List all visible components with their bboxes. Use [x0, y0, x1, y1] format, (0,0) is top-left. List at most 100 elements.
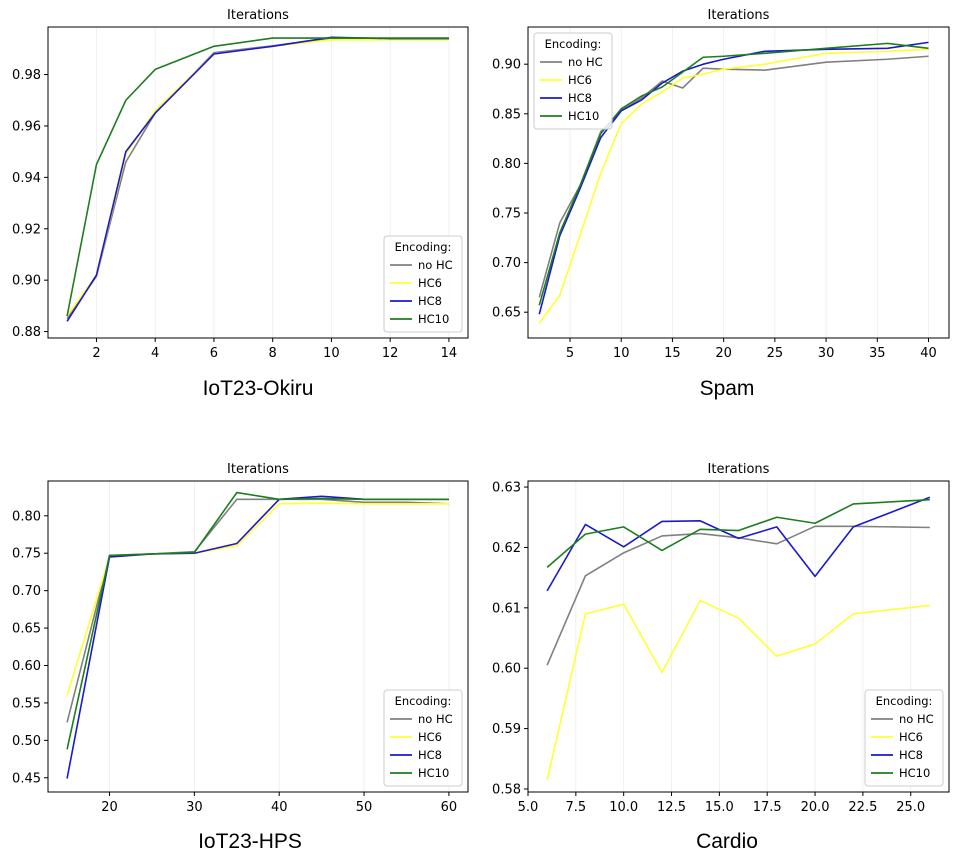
y-tick-label: 0.60: [492, 662, 521, 677]
legend-entry-label: no HC: [568, 55, 603, 69]
chart-caption: IoT23-Okiru: [203, 377, 314, 400]
legend-title: Encoding:: [395, 694, 452, 708]
series-line-hc10: [546, 498, 930, 568]
y-tick-label: 0.85: [492, 107, 521, 122]
x-tick-label: 12: [382, 346, 399, 361]
series-line-hc10: [66, 491, 449, 750]
legend-entry-label: HC10: [899, 766, 930, 780]
chart-panel-4: 5.0 7.5 10.0 12.5 15.0 17.5 20.0 22.5 25.0 0.58 0.…: [492, 462, 950, 853]
y-tick-label: 0.80: [492, 157, 521, 172]
series-line-hc8: [546, 496, 931, 592]
series-line-hc6: [66, 502, 449, 696]
x-tick-label: 15: [664, 346, 681, 361]
legend-entry-label: HC6: [899, 730, 923, 744]
y-tick-label: 0.75: [12, 547, 41, 562]
x-tick-label: 10: [323, 346, 340, 361]
legend-entry-label: no HC: [418, 258, 453, 272]
x-tick-label: 4: [151, 346, 159, 361]
x-tick-label: 50: [356, 800, 373, 815]
x-tick-label: 40: [271, 800, 288, 815]
legend: Encoding: no HC HC6 HC8 HC10: [383, 235, 463, 333]
legend-entry-label: HC6: [418, 730, 442, 744]
legend-entry-label: HC8: [418, 294, 442, 308]
legend-entry-label: no HC: [418, 712, 453, 726]
axes-frame: [47, 26, 469, 339]
chart-title: Iterations: [708, 462, 770, 477]
y-tick-label: 0.92: [12, 222, 41, 237]
x-tick-label: 22.5: [848, 800, 877, 815]
y-tick-label: 0.70: [492, 256, 521, 271]
x-tick-label: 60: [441, 800, 458, 815]
chart-caption: IoT23-HPS: [198, 830, 302, 853]
x-tick-label: 17.5: [753, 800, 782, 815]
legend-entry-label: HC10: [568, 109, 599, 123]
x-tick-label: 25.0: [896, 800, 925, 815]
x-tick-label: 35: [869, 346, 886, 361]
x-tick-label: 2: [92, 346, 100, 361]
legend-title: Encoding:: [876, 694, 933, 708]
x-tick-label: 6: [210, 346, 218, 361]
chart-caption: Cardio: [696, 830, 758, 853]
axes-frame: [527, 26, 950, 339]
legend-box: [383, 235, 463, 333]
x-tick-label: 8: [269, 346, 277, 361]
y-tick-label: 0.58: [492, 782, 521, 797]
x-tick-label: 40: [920, 346, 937, 361]
series-line-no-hc: [66, 498, 449, 723]
y-tick-label: 0.80: [12, 509, 41, 524]
legend-title: Encoding:: [545, 37, 602, 51]
x-tick-label: 5: [566, 346, 574, 361]
x-tick-label: 20.0: [801, 800, 830, 815]
y-tick-label: 0.59: [492, 722, 521, 737]
series-line-hc10: [538, 42, 929, 306]
y-tick-label: 0.61: [492, 601, 521, 616]
y-tick-label: 0.50: [12, 734, 41, 749]
series-line-hc6: [546, 599, 930, 781]
chart-panel-1: 2 4 6 8 10 12 14 0.88 0.90 0.92 0.94 0.96 0.98 Iterat…: [12, 8, 469, 400]
chart-title: Iterations: [227, 462, 289, 477]
x-tick-label: 7.5: [565, 800, 586, 815]
legend-entry-label: HC10: [418, 766, 449, 780]
x-tick-label: 10: [613, 346, 630, 361]
y-tick-label: 0.94: [12, 171, 41, 186]
y-tick-label: 0.96: [12, 119, 41, 134]
y-tick-label: 0.90: [12, 274, 41, 289]
y-tick-label: 0.60: [12, 659, 41, 674]
x-tick-label: 25: [767, 346, 784, 361]
legend-entry-label: HC6: [568, 73, 592, 87]
legend-entry-label: HC8: [899, 748, 923, 762]
y-tick-label: 0.45: [12, 771, 41, 786]
x-tick-label: 12.5: [657, 800, 686, 815]
y-tick-label: 0.98: [12, 68, 41, 83]
chart-panel-3: 20 30 40 50 60 0.45 0.50 0.55 0.60 0.65 0.70 0.75 0.…: [12, 462, 469, 853]
legend-entry-label: no HC: [899, 712, 934, 726]
chart-title: Iterations: [227, 8, 289, 23]
legend-entry-label: HC10: [418, 312, 449, 326]
legend-box: [533, 32, 613, 130]
legend: Encoding: no HC HC6 HC8 HC10: [383, 689, 463, 787]
x-tick-label: 15.0: [705, 800, 734, 815]
x-tick-label: 20: [101, 800, 118, 815]
chart-panel-2: 5 10 15 20 25 30 35 40 0.65 0.70 0.75 0.80 0.85 0.90 I…: [492, 8, 950, 400]
y-tick-label: 0.88: [12, 325, 41, 340]
x-tick-label: 10.0: [609, 800, 638, 815]
y-tick-label: 0.62: [492, 541, 521, 556]
series-line-no-hc: [546, 525, 930, 666]
y-tick-label: 0.55: [12, 696, 41, 711]
x-tick-label: 30: [818, 346, 835, 361]
y-tick-label: 0.70: [12, 584, 41, 599]
legend: Encoding: no HC HC6 HC8 HC10: [864, 689, 944, 787]
y-tick-label: 0.75: [492, 207, 521, 222]
legend-entry-label: HC8: [418, 748, 442, 762]
axes-frame: [47, 480, 469, 793]
y-tick-label: 0.63: [492, 481, 521, 496]
legend-entry-label: HC6: [418, 276, 442, 290]
chart-caption: Spam: [700, 377, 755, 400]
x-tick-label: 14: [441, 346, 458, 361]
legend: Encoding: no HC HC6 HC8 HC10: [533, 32, 613, 130]
series-line-hc6: [538, 48, 929, 324]
legend-box: [383, 689, 463, 787]
legend-title: Encoding:: [395, 240, 452, 254]
y-tick-label: 0.65: [12, 622, 41, 637]
y-tick-label: 0.90: [492, 58, 521, 73]
